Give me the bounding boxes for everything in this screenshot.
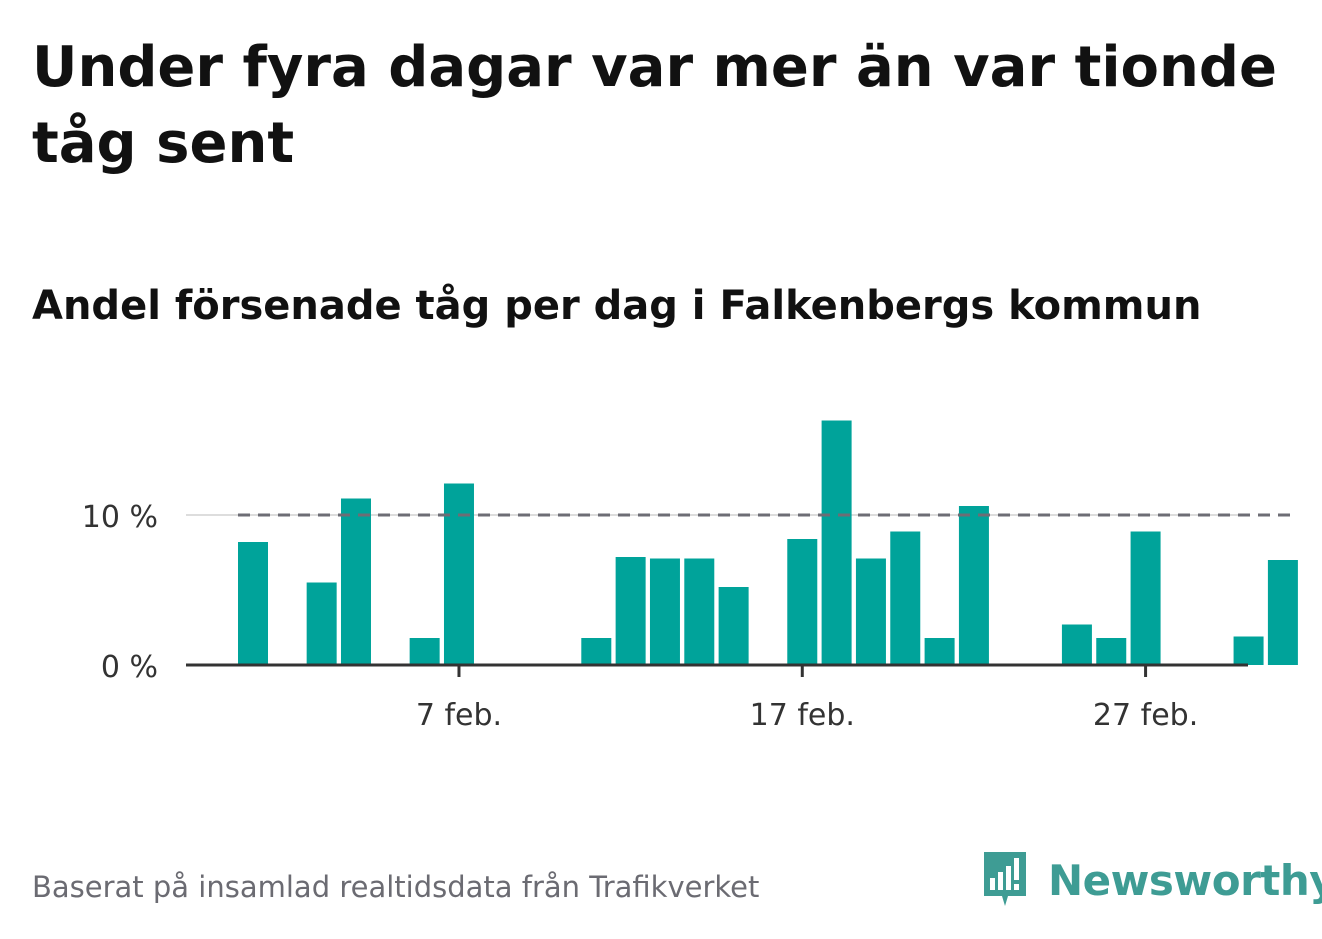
bar — [855, 558, 886, 665]
bar — [238, 542, 268, 665]
bar — [409, 638, 440, 665]
bar — [1130, 531, 1161, 665]
bar — [443, 483, 474, 665]
bar — [649, 558, 680, 665]
bar — [787, 539, 818, 665]
bar — [718, 587, 749, 665]
bar — [1096, 638, 1127, 665]
bar — [684, 558, 715, 665]
bar — [306, 582, 337, 665]
x-tick-label: 27 feb. — [1093, 698, 1198, 733]
chart-subtitle: Andel försenade tåg per dag i Falkenberg… — [32, 283, 1202, 329]
bar — [1233, 636, 1264, 665]
bar — [890, 531, 921, 665]
bar — [340, 498, 371, 665]
brand-name: Newsworthy — [1048, 855, 1322, 905]
bar — [581, 638, 612, 665]
x-tick-label: 7 feb. — [416, 698, 502, 733]
bar — [958, 506, 989, 665]
y-tick-label: 0 % — [101, 650, 158, 685]
chart-title: Under fyra dagar var mer än var tionde t… — [32, 35, 1277, 176]
bar — [1061, 624, 1092, 665]
y-tick-label: 10 % — [82, 500, 158, 535]
bar — [821, 420, 852, 665]
x-tick-label: 17 feb. — [750, 698, 855, 733]
bar — [615, 557, 646, 665]
newsworthy-logo: Newsworthy — [980, 850, 1322, 910]
source-note: Baserat på insamlad realtidsdata från Tr… — [32, 870, 760, 904]
bar — [1267, 560, 1298, 665]
newsworthy-logo-icon — [984, 852, 1026, 906]
bar-chart: 0 % 10 % 7 feb. 17 feb. 27 feb. — [82, 420, 1298, 733]
bar — [924, 638, 955, 665]
